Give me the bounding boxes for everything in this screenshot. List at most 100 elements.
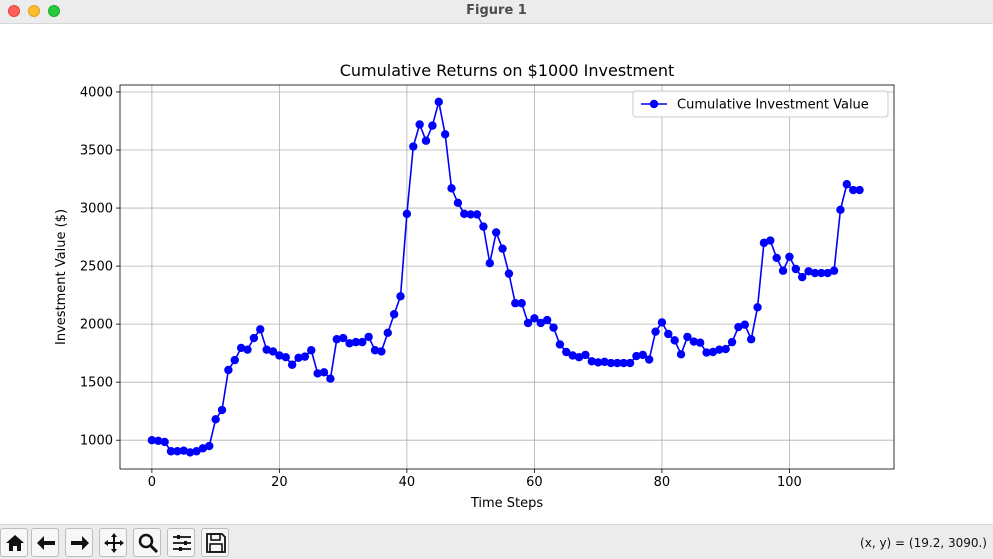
- y-tick-label: 2500: [80, 260, 113, 275]
- save-button[interactable]: [201, 528, 229, 557]
- data-point: [491, 228, 501, 237]
- data-point: [517, 299, 526, 308]
- data-point: [351, 337, 361, 347]
- series-line: [151, 101, 860, 454]
- home-icon: [6, 535, 24, 551]
- data-point: [364, 332, 373, 342]
- data-point: [421, 136, 431, 145]
- data-point: [428, 121, 437, 130]
- data-point: [638, 350, 647, 360]
- data-point: [734, 322, 743, 332]
- pan-button[interactable]: [99, 528, 127, 557]
- data-point: [625, 358, 635, 368]
- data-point: [402, 209, 412, 219]
- data-point: [147, 436, 157, 445]
- data-point: [479, 222, 488, 231]
- data-point: [530, 314, 539, 323]
- data-point: [695, 338, 705, 347]
- home-button[interactable]: [0, 528, 28, 557]
- data-point: [440, 130, 450, 139]
- save-icon: [206, 533, 226, 553]
- data-point: [154, 436, 163, 445]
- data-point: [409, 142, 418, 151]
- data-point: [549, 323, 558, 332]
- data-point: [753, 303, 762, 312]
- zoom-button[interactable]: [133, 528, 161, 557]
- data-point: [836, 205, 845, 214]
- data-point: [568, 351, 577, 360]
- data-point: [651, 327, 660, 336]
- data-point: [466, 210, 475, 219]
- x-tick-label: 100: [777, 475, 802, 490]
- data-point: [326, 374, 335, 383]
- x-axis-label: Time Steps: [470, 496, 544, 511]
- data-point: [797, 272, 807, 282]
- data-point: [632, 351, 641, 361]
- chart: 0 20 40 60 80 100 1000 1500 2000 2500 3000 3500 4000…: [54, 61, 895, 511]
- data-point: [606, 358, 616, 368]
- pan-icon: [104, 533, 124, 553]
- data-point: [281, 353, 290, 362]
- zoom-window-button[interactable]: [48, 5, 60, 17]
- data-point: [472, 210, 482, 219]
- data-point: [523, 318, 533, 328]
- data-point: [230, 355, 239, 365]
- x-tick-label: 20: [271, 475, 288, 490]
- data-point: [785, 252, 794, 261]
- data-point: [536, 318, 545, 328]
- data-point: [810, 268, 820, 278]
- close-window-button[interactable]: [8, 5, 20, 17]
- data-point: [727, 337, 737, 347]
- data-point: [791, 264, 801, 274]
- forward-button[interactable]: [65, 528, 93, 557]
- data-point: [664, 329, 673, 339]
- configure-subplots-icon: [173, 535, 191, 551]
- data-point: [581, 350, 590, 360]
- data-point: [600, 357, 609, 367]
- data-point: [562, 347, 571, 357]
- y-tick-label: 4000: [80, 85, 113, 100]
- back-button[interactable]: [31, 528, 59, 557]
- data-point: [300, 352, 310, 361]
- data-point: [287, 360, 297, 369]
- data-point: [759, 238, 769, 248]
- data-point: [434, 97, 443, 107]
- data-point: [447, 184, 456, 193]
- data-point: [173, 447, 182, 456]
- figure-canvas[interactable]: 0 20 40 60 80 100 1000 1500 2000 2500 3000 3500 4000…: [0, 24, 993, 524]
- data-point: [389, 310, 399, 319]
- data-point: [370, 346, 380, 355]
- window-title: Figure 1: [466, 3, 527, 18]
- data-point: [166, 447, 176, 456]
- data-point: [345, 339, 354, 348]
- data-point: [670, 336, 679, 345]
- minimize-window-button[interactable]: [28, 5, 40, 17]
- data-point: [855, 185, 864, 195]
- data-point: [198, 444, 208, 453]
- y-tick-label: 3500: [80, 144, 113, 159]
- data-point: [804, 267, 813, 276]
- data-point: [396, 292, 405, 301]
- chart-title: Cumulative Returns on $1000 Investment: [340, 61, 675, 80]
- data-point: [593, 358, 603, 367]
- cursor-coordinates: (x, y) = (19.2, 3090.): [860, 536, 987, 550]
- y-tick-label: 2000: [80, 318, 113, 333]
- data-point: [307, 346, 316, 355]
- data-point: [619, 358, 628, 368]
- back-arrow-icon: [37, 536, 55, 550]
- data-point: [256, 325, 265, 334]
- data-point: [211, 415, 220, 424]
- configure-subplots-button[interactable]: [167, 528, 195, 557]
- data-point: [676, 350, 686, 359]
- data-point: [179, 446, 188, 455]
- data-point: [262, 345, 271, 354]
- data-point: [778, 266, 788, 275]
- legend-box: [632, 90, 889, 118]
- data-point: [332, 335, 341, 344]
- data-point: [294, 353, 303, 362]
- data-point: [460, 209, 469, 219]
- data-point: [377, 347, 386, 356]
- data-point: [338, 333, 348, 343]
- y-axis-label: Investment Value ($): [54, 209, 69, 345]
- data-point: [829, 266, 839, 275]
